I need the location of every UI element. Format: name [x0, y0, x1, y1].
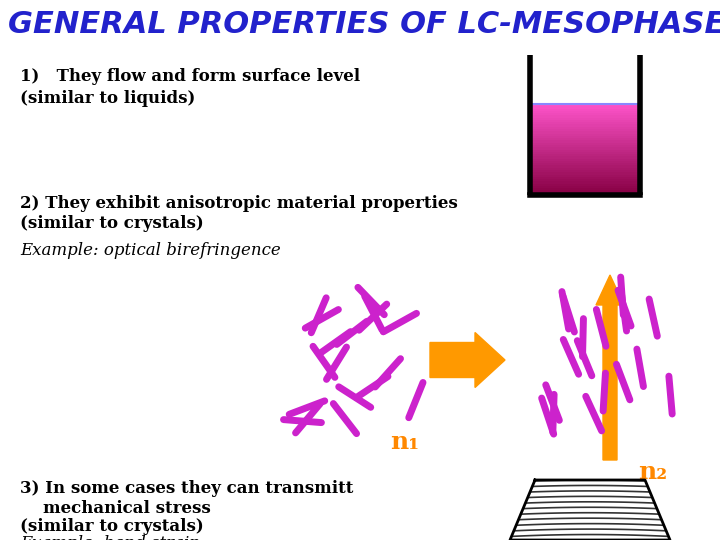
Text: (similar to liquids): (similar to liquids) — [20, 90, 195, 107]
Bar — [530, 116, 640, 118]
Bar — [530, 113, 640, 116]
Text: Example: bend strain: Example: bend strain — [20, 535, 200, 540]
FancyArrow shape — [596, 275, 624, 460]
FancyArrow shape — [430, 333, 505, 388]
Bar — [530, 184, 640, 186]
Bar — [530, 143, 640, 145]
Bar — [530, 127, 640, 129]
Bar — [530, 174, 640, 177]
Bar — [530, 191, 640, 193]
Bar — [530, 163, 640, 165]
Bar — [530, 145, 640, 147]
Bar — [530, 136, 640, 138]
Bar — [530, 150, 640, 152]
Bar — [530, 152, 640, 154]
Bar — [530, 133, 640, 136]
Text: mechanical stress: mechanical stress — [20, 500, 211, 517]
Text: Example: optical birefringence: Example: optical birefringence — [20, 242, 281, 259]
Bar — [530, 156, 640, 159]
Text: n₂: n₂ — [638, 460, 667, 484]
Bar — [530, 186, 640, 188]
Bar — [530, 179, 640, 181]
Bar — [530, 118, 640, 120]
Bar — [530, 159, 640, 161]
Bar — [530, 109, 640, 111]
Bar — [530, 161, 640, 163]
Text: GENERAL PROPERTIES OF LC-MESOPHASES: GENERAL PROPERTIES OF LC-MESOPHASES — [8, 10, 720, 39]
Bar — [530, 111, 640, 113]
Text: n₁: n₁ — [390, 430, 419, 454]
Bar — [530, 140, 640, 143]
Bar — [530, 193, 640, 195]
Bar — [530, 125, 640, 127]
Bar — [530, 129, 640, 131]
Bar — [530, 138, 640, 140]
Text: 3) In some cases they can transmitt: 3) In some cases they can transmitt — [20, 480, 354, 497]
Text: (similar to crystals): (similar to crystals) — [20, 215, 204, 232]
Text: 1)   They flow and form surface level: 1) They flow and form surface level — [20, 68, 360, 85]
Bar — [530, 165, 640, 168]
Bar — [530, 168, 640, 170]
Bar — [530, 172, 640, 174]
Bar — [530, 122, 640, 125]
Bar — [530, 181, 640, 184]
Bar — [530, 120, 640, 122]
Text: 2) They exhibit anisotropic material properties: 2) They exhibit anisotropic material pro… — [20, 195, 458, 212]
Text: (similar to crystals): (similar to crystals) — [20, 518, 204, 535]
Bar — [530, 188, 640, 191]
Bar — [530, 154, 640, 156]
Bar — [530, 106, 640, 109]
Bar — [530, 104, 640, 106]
Bar — [530, 177, 640, 179]
Bar — [530, 131, 640, 133]
Bar — [530, 147, 640, 150]
Bar — [530, 170, 640, 172]
